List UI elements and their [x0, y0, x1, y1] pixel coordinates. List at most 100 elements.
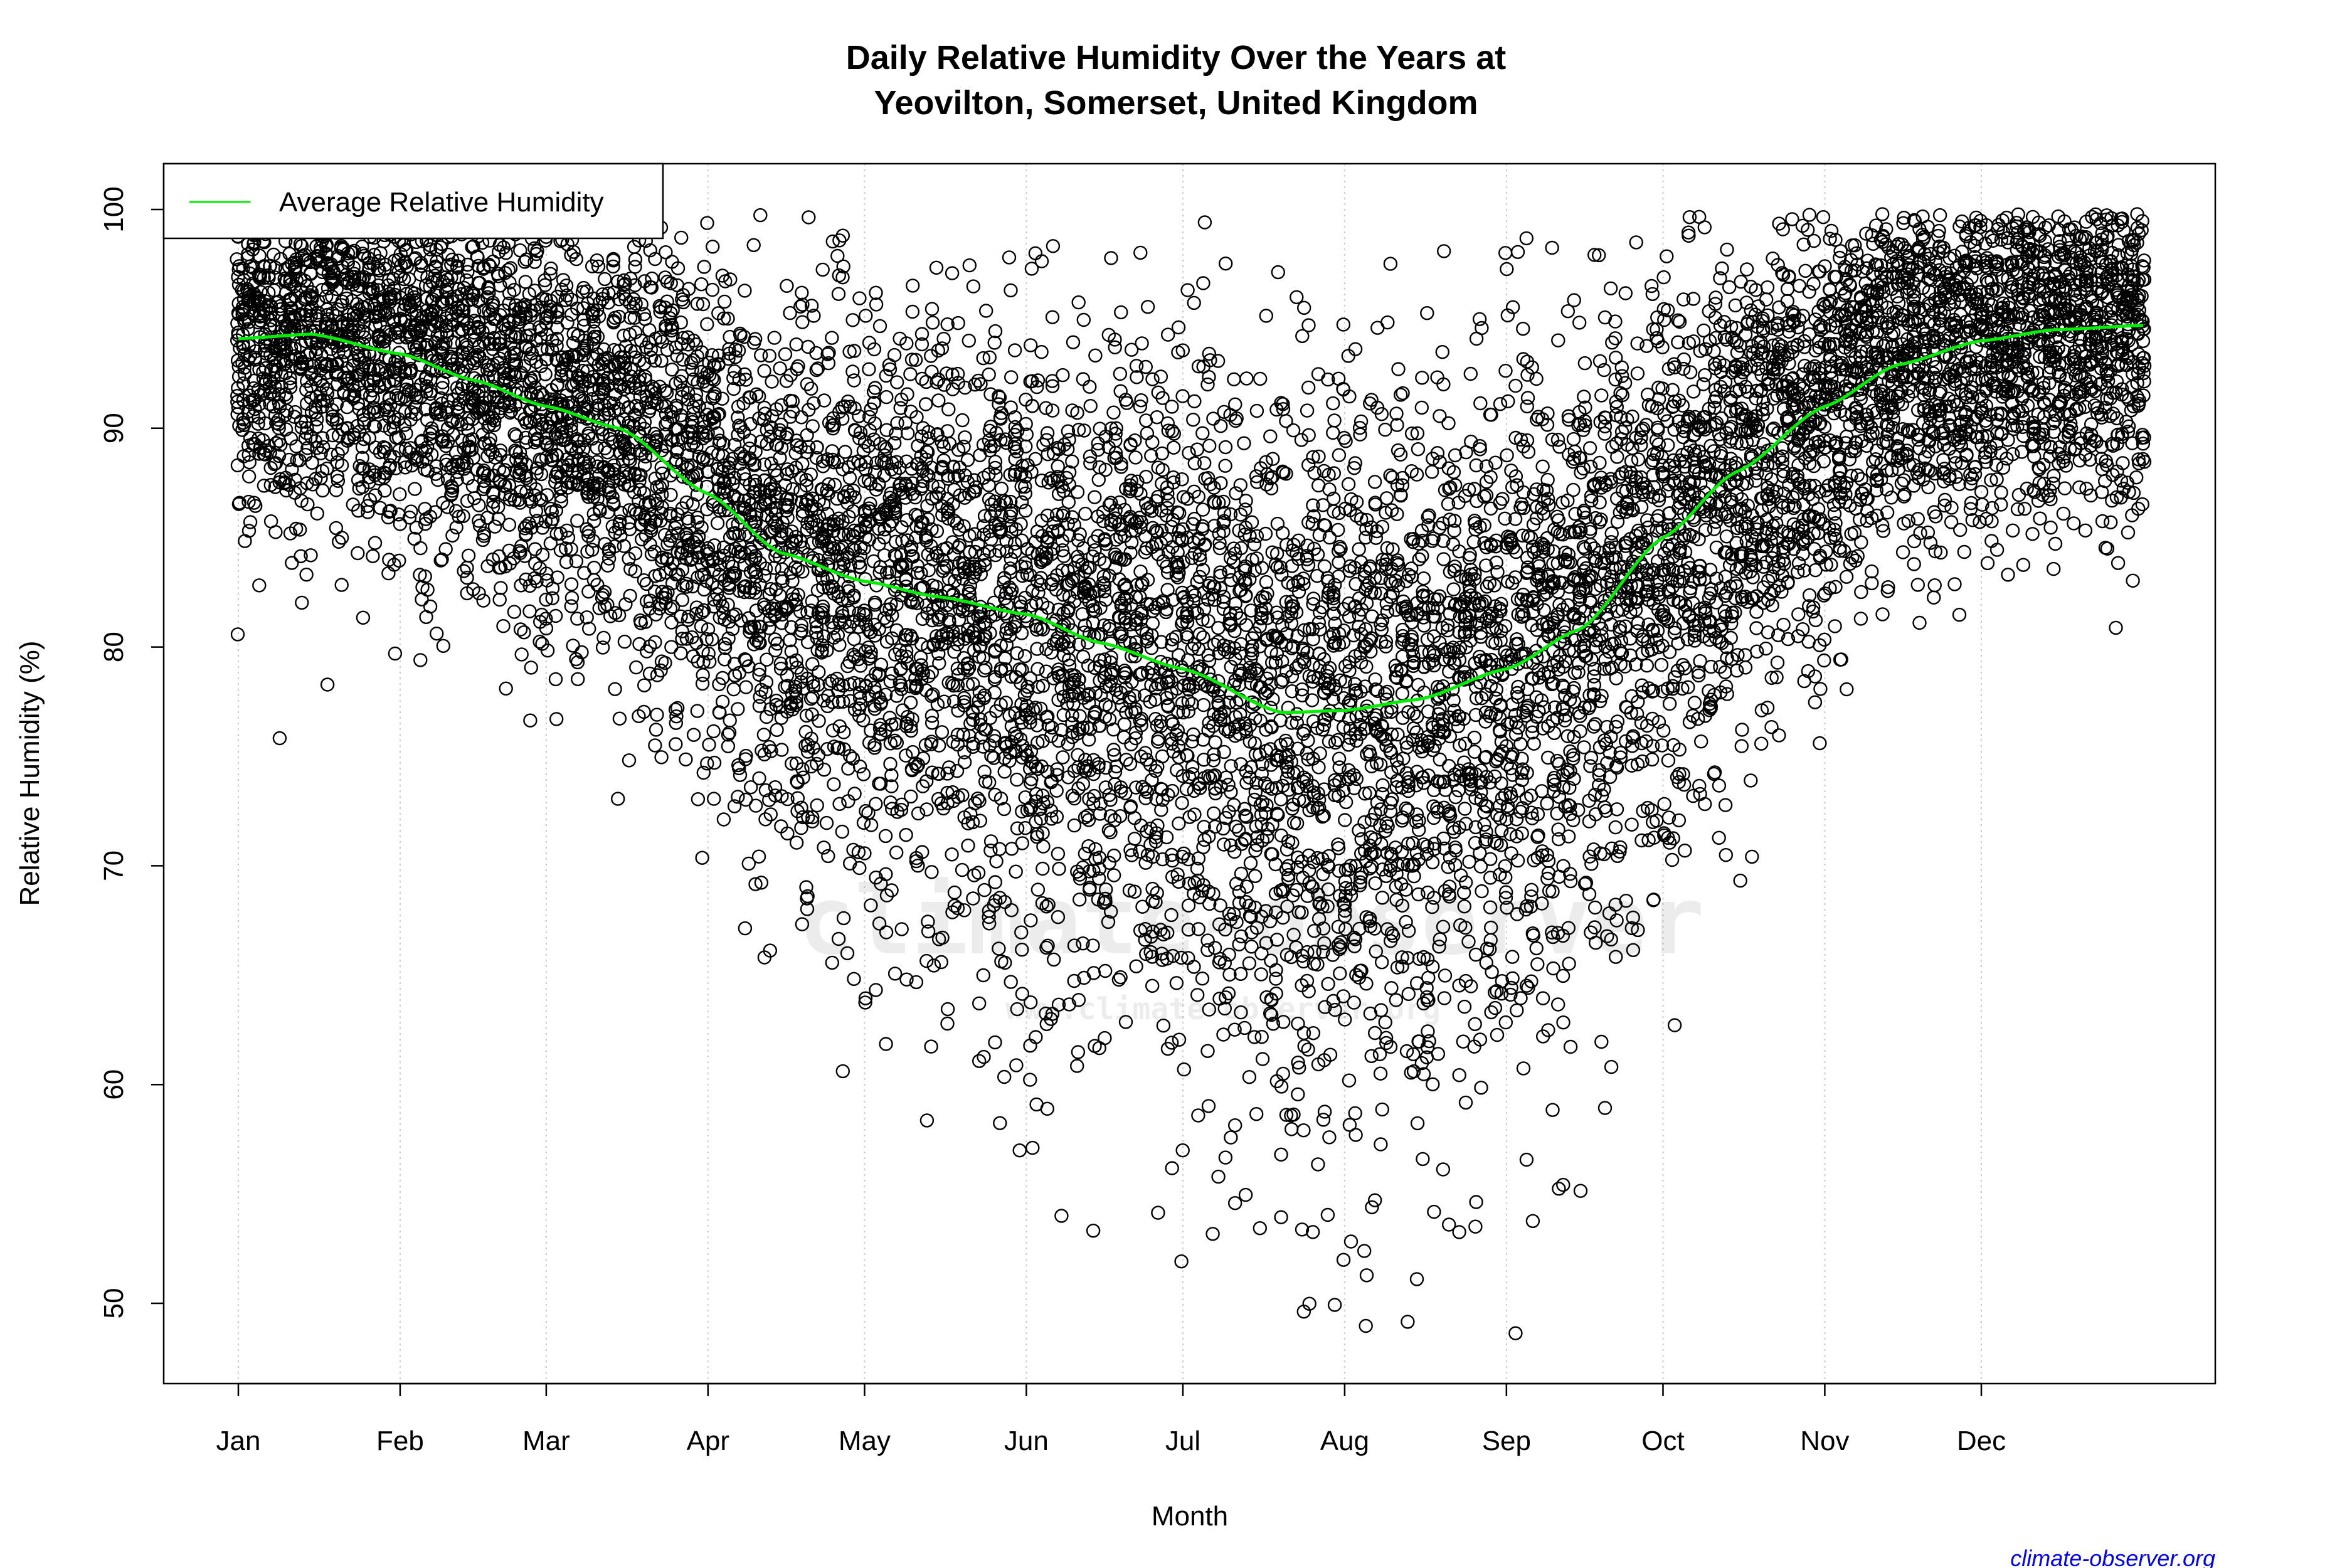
- data-point: [530, 389, 544, 403]
- data-point: [669, 737, 683, 751]
- data-point: [867, 741, 882, 755]
- data-point: [935, 725, 950, 739]
- chart-title: Daily Relative Humidity Over the Years a…: [846, 39, 1506, 77]
- data-point: [841, 794, 856, 808]
- data-point: [356, 413, 371, 427]
- data-point: [257, 259, 272, 273]
- data-point: [1071, 1045, 1086, 1059]
- data-point: [460, 571, 474, 585]
- data-point: [564, 418, 578, 433]
- data-point: [329, 282, 344, 297]
- data-point: [420, 583, 435, 597]
- data-point: [517, 255, 532, 269]
- data-point: [368, 468, 383, 482]
- data-point: [629, 660, 644, 675]
- data-point: [387, 558, 401, 572]
- data-point: [835, 1064, 850, 1079]
- data-point: [294, 238, 309, 253]
- data-point: [983, 834, 999, 849]
- data-point: [1088, 490, 1102, 504]
- data-point: [1113, 366, 1128, 381]
- data-point: [293, 522, 307, 537]
- data-point: [366, 419, 381, 433]
- data-point: [592, 295, 607, 310]
- data-point: [258, 416, 273, 431]
- data-point: [507, 346, 521, 360]
- data-point: [1034, 254, 1049, 268]
- data-point: [472, 315, 486, 330]
- data-point: [267, 457, 282, 472]
- data-point: [706, 724, 721, 739]
- data-point: [356, 361, 371, 375]
- data-point: [1039, 664, 1054, 679]
- data-point: [499, 681, 513, 696]
- data-point: [1066, 335, 1081, 349]
- data-point: [707, 755, 722, 770]
- data-point: [1023, 1073, 1037, 1087]
- data-point: [258, 361, 273, 376]
- data-point: [648, 738, 662, 753]
- data-point: [869, 797, 883, 812]
- data-point: [577, 433, 591, 448]
- data-point: [940, 1016, 955, 1031]
- data-point: [1106, 848, 1121, 863]
- data-point: [924, 1039, 938, 1054]
- data-point: [493, 337, 507, 351]
- data-point: [428, 505, 443, 519]
- data-point: [569, 252, 583, 267]
- data-point: [559, 278, 574, 293]
- data-point: [622, 753, 637, 768]
- data-point: [961, 838, 975, 853]
- data-point: [973, 813, 988, 828]
- data-point: [731, 702, 745, 716]
- data-point: [320, 677, 335, 692]
- data-point: [519, 469, 533, 483]
- data-point: [997, 1069, 1012, 1084]
- data-point: [461, 548, 476, 563]
- data-point: [564, 577, 579, 591]
- data-point: [1098, 1030, 1112, 1046]
- data-point: [368, 536, 383, 550]
- data-point: [329, 521, 344, 536]
- data-point: [351, 504, 366, 518]
- data-point: [482, 257, 496, 272]
- data-point: [856, 815, 871, 830]
- data-point: [430, 627, 444, 641]
- data-point: [691, 792, 706, 807]
- data-point: [485, 500, 501, 514]
- data-point: [869, 285, 883, 300]
- data-point: [805, 419, 820, 433]
- data-point: [642, 323, 657, 337]
- data-point: [523, 713, 538, 728]
- data-point: [767, 331, 781, 345]
- data-point: [726, 682, 741, 697]
- scatter-points: [230, 207, 2152, 1340]
- data-point: [514, 452, 529, 467]
- data-point: [1114, 305, 1128, 320]
- data-point: [425, 421, 439, 436]
- data-point: [485, 445, 500, 460]
- data-point: [283, 376, 297, 390]
- data-point: [1128, 450, 1143, 465]
- data-point: [355, 450, 369, 465]
- data-point: [835, 824, 850, 839]
- data-point: [393, 487, 407, 502]
- data-point: [491, 269, 506, 283]
- data-point: [570, 514, 585, 528]
- data-point: [1133, 245, 1148, 260]
- data-point: [879, 389, 894, 405]
- data-point: [753, 208, 768, 223]
- data-point: [962, 258, 977, 273]
- data-point: [402, 511, 417, 525]
- data-point: [507, 367, 522, 382]
- data-point: [576, 280, 591, 295]
- data-point: [470, 353, 484, 368]
- data-point: [872, 319, 887, 334]
- data-point: [509, 429, 524, 443]
- data-point: [945, 266, 960, 280]
- data-point: [438, 336, 453, 351]
- data-point: [507, 605, 522, 619]
- data-point: [539, 592, 553, 607]
- data-point: [502, 275, 517, 290]
- data-point: [282, 452, 296, 467]
